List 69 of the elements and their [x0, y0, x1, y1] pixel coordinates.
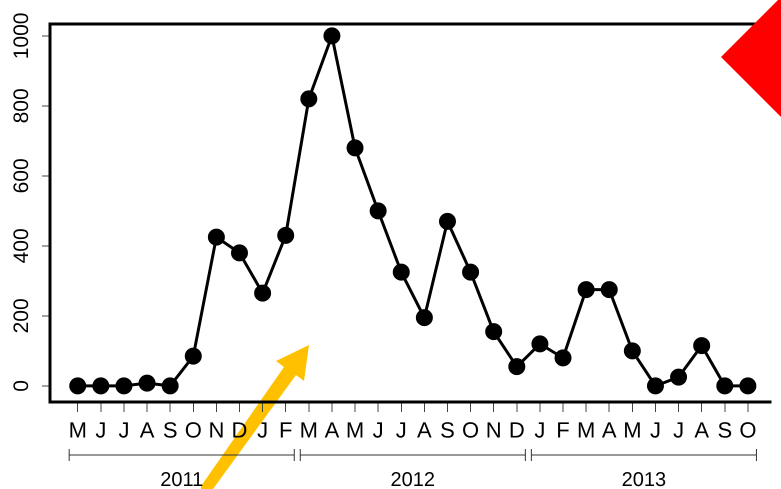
y-tick-label: 200 [10, 298, 33, 334]
point [392, 264, 410, 281]
y-tick-label: 800 [10, 88, 33, 124]
x-tick-label: J [95, 417, 106, 442]
x-tick-label: A [324, 417, 340, 442]
x-tick-label: J [534, 417, 546, 442]
x-tick-label: D [232, 417, 248, 442]
point [230, 244, 248, 262]
point [162, 377, 179, 394]
x-tick-label: J [673, 417, 684, 442]
point [554, 349, 572, 366]
text: 2013 [622, 469, 666, 489]
text: 2012 [390, 469, 436, 489]
x-tick-label: M [300, 417, 318, 442]
x-tick-label: J [396, 417, 407, 442]
x-tick-label: S [717, 417, 732, 442]
y-tick-label: 600 [10, 158, 33, 194]
x-tick-label: J [118, 417, 130, 442]
point [69, 377, 86, 394]
y-tick-label: 0 [10, 380, 33, 392]
point [462, 264, 480, 281]
x-tick-label: J [650, 417, 661, 442]
x-tick-label: A [140, 417, 155, 442]
x-tick-label: M [576, 417, 596, 442]
point [346, 139, 364, 156]
text: 2011 [160, 469, 204, 489]
x-tick-label: M [623, 417, 642, 442]
point [370, 202, 387, 220]
point [624, 342, 641, 360]
point [485, 323, 502, 340]
x-tick-label: A [602, 417, 617, 442]
y-tick-label: 1000 [10, 12, 33, 60]
x-tick-label: O [184, 417, 202, 442]
x-tick-label: J [372, 417, 384, 442]
y-tick-label: 400 [10, 228, 33, 264]
point [92, 377, 110, 394]
point [115, 377, 132, 394]
x-tick-label: N [208, 417, 224, 442]
point [716, 377, 734, 394]
point [739, 377, 756, 394]
point [646, 377, 664, 394]
point [578, 281, 595, 298]
x-tick-label: O [739, 417, 756, 442]
point [693, 337, 710, 354]
x-tick-label: F [278, 417, 292, 442]
x-tick-label: A [694, 417, 710, 442]
point [277, 226, 294, 244]
x-tick-label: M [68, 417, 87, 442]
point [184, 348, 202, 365]
point [670, 368, 688, 386]
x-tick-label: A [417, 417, 432, 442]
point [508, 358, 526, 376]
point [323, 27, 340, 44]
point [531, 335, 548, 352]
x-tick-label: F [556, 417, 570, 442]
point [138, 374, 156, 392]
point [208, 228, 225, 246]
point [600, 281, 618, 298]
point [438, 212, 456, 230]
x-tick-label: S [440, 417, 455, 442]
point [254, 284, 272, 302]
x-tick-label: S [162, 417, 178, 442]
x-tick-label: M [346, 417, 364, 442]
x-tick-label: N [486, 417, 502, 442]
x-tick-label: J [257, 417, 268, 442]
point [416, 309, 433, 326]
point [300, 90, 318, 108]
x-tick-label: O [462, 417, 480, 442]
x-tick-label: D [508, 417, 525, 442]
